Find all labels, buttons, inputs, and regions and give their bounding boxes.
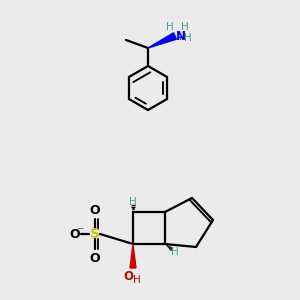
Text: O: O: [90, 203, 100, 217]
Text: N: N: [176, 29, 186, 43]
Text: H: H: [181, 22, 189, 32]
Text: O: O: [90, 251, 100, 265]
Text: H: H: [171, 247, 179, 257]
Text: H: H: [184, 33, 192, 43]
Text: S: S: [90, 227, 100, 241]
Text: H: H: [133, 275, 141, 285]
Polygon shape: [148, 33, 176, 48]
Text: H: H: [166, 22, 174, 32]
Text: H: H: [129, 197, 137, 207]
Text: O: O: [70, 227, 80, 241]
Text: +: +: [176, 32, 184, 41]
Polygon shape: [130, 244, 136, 268]
Text: O: O: [123, 269, 133, 283]
Text: −: −: [76, 224, 84, 232]
